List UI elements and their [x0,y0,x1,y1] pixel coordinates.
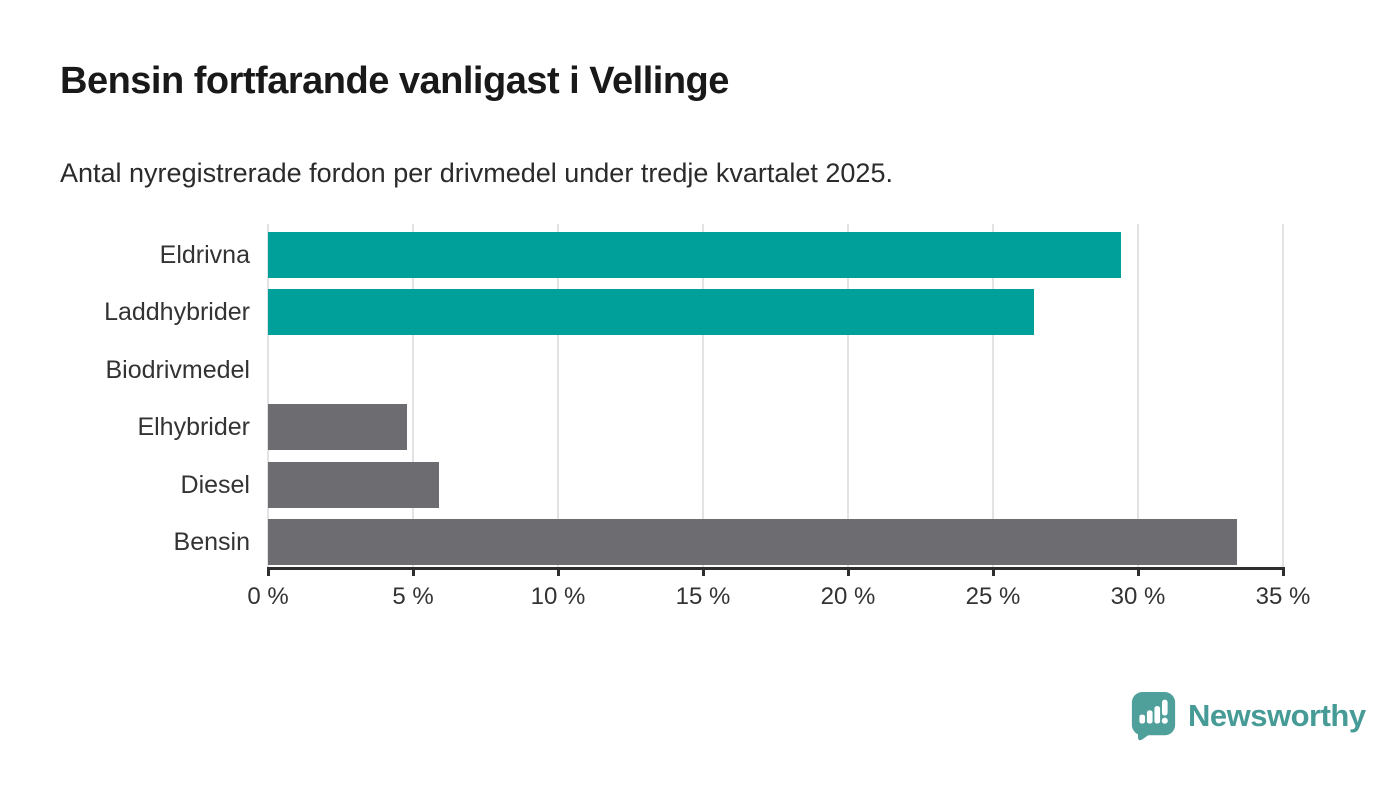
gridline-25 [992,224,994,567]
category-label-eldrivna: Eldrivna [159,240,250,269]
x-axis-tick-label-10: 10 % [530,583,586,610]
chart-title: Bensin fortfarande vanligast i Vellinge [60,60,729,102]
x-axis-tick-label-5: 5 % [392,583,434,610]
newsworthy-logo-icon [1131,691,1176,740]
bar-bensin [268,519,1237,565]
x-axis-line [267,567,1285,570]
x-axis-tick-label-30: 30 % [1110,583,1166,610]
x-axis-tick-35 [1282,567,1285,576]
x-axis-tick-label-25: 25 % [965,583,1021,610]
category-label-diesel: Diesel [180,470,250,499]
x-axis-tick-label-15: 15 % [675,583,731,610]
gridline-35 [1282,224,1284,567]
x-axis-tick-label-20: 20 % [820,583,876,610]
x-axis-tick-label-35: 35 % [1255,583,1311,610]
brand-name: Newsworthy [1188,698,1366,733]
x-axis-tick-5 [412,567,415,576]
x-axis-tick-20 [847,567,850,576]
brand-footer: Newsworthy [1130,687,1366,745]
bar-elhybrider [268,404,407,450]
bar-laddhybrider [268,289,1034,335]
gridline-10 [557,224,559,567]
gridline-20 [847,224,849,567]
bar-diesel [268,462,439,508]
category-label-biodrivmedel: Biodrivmedel [105,355,250,384]
x-axis-tick-0 [267,567,270,576]
gridline-30 [1137,224,1139,567]
category-label-laddhybrider: Laddhybrider [104,297,250,326]
x-axis-tick-15 [702,567,705,576]
category-label-elhybrider: Elhybrider [137,412,250,441]
bar-eldrivna [268,232,1121,278]
gridline-5 [412,224,414,567]
gridline-0 [267,224,269,567]
x-axis-tick-10 [557,567,560,576]
chart-subtitle: Antal nyregistrerade fordon per drivmede… [60,158,893,188]
gridline-15 [702,224,704,567]
x-axis-tick-30 [1137,567,1140,576]
category-label-bensin: Bensin [173,527,250,556]
x-axis-tick-25 [992,567,995,576]
x-axis-tick-label-0: 0 % [247,583,289,610]
